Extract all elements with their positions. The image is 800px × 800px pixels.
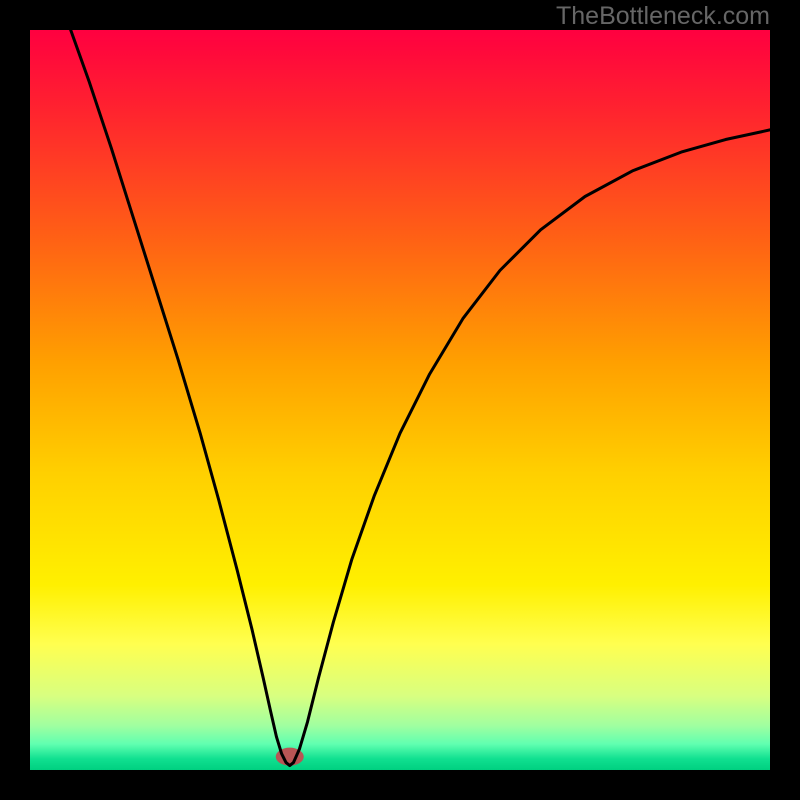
plot-area	[30, 30, 770, 770]
bottleneck-curve	[30, 30, 770, 770]
watermark-text: TheBottleneck.com	[556, 2, 770, 31]
chart-stage: TheBottleneck.com	[0, 0, 800, 800]
